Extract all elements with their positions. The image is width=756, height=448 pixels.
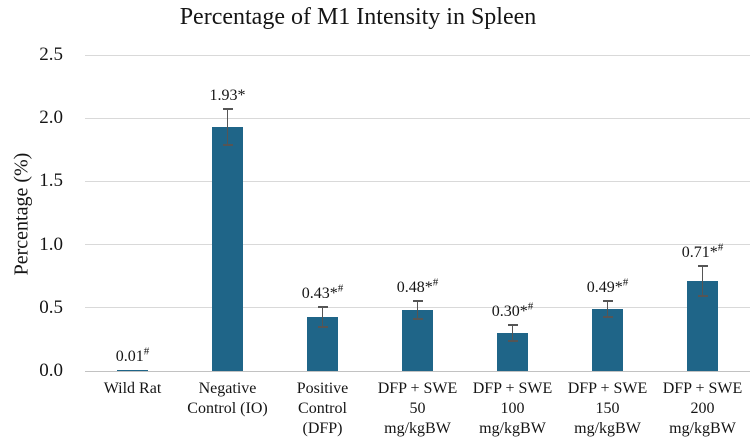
x-tick-label-line: mg/kgBW <box>384 420 451 437</box>
x-tick-label: DFP + SWE 150 mg/kgBW <box>560 379 656 439</box>
x-tick-label-line: DFP + SWE <box>662 380 743 397</box>
sig-marker-hash: # <box>337 282 344 295</box>
y-tick-label: 0.5 <box>39 296 63 318</box>
error-bar-line <box>606 300 609 318</box>
bar-value-label: 0.30*# <box>491 301 534 321</box>
error-bar-line <box>511 325 514 341</box>
bar-value-label: 0.43*# <box>301 282 344 302</box>
sig-marker-hash: # <box>622 276 629 289</box>
error-bar-cap-bottom <box>697 295 708 298</box>
x-tick-label: Positive Control (DFP) <box>275 379 371 439</box>
error-bar-line <box>701 266 704 297</box>
bar-value-label: 1.93* <box>209 87 246 105</box>
y-tick-label: 2.0 <box>39 107 63 129</box>
x-tick-label-line: mg/kgBW <box>574 420 641 437</box>
bar-value-label: 0.48*# <box>396 277 439 297</box>
x-tick-label-line: Negative <box>198 380 257 397</box>
error-bar-cap-top <box>222 108 233 111</box>
error-bar-cap-top <box>697 265 708 268</box>
bar-value-label: 0.01# <box>115 345 150 365</box>
x-tick-label-line: 100 <box>500 400 525 417</box>
error-bar-cap-top <box>317 305 328 308</box>
x-tick-label-line: Control <box>298 400 347 417</box>
bar <box>212 127 243 371</box>
error-bar-cap-bottom <box>507 339 518 342</box>
x-tick-label: DFP + SWE 200 mg/kgBW <box>655 379 751 439</box>
x-tick-label: DFP + SWE 50 mg/kgBW <box>370 379 466 439</box>
bar <box>402 310 433 371</box>
y-tick-label: 1.5 <box>39 170 63 192</box>
x-tick-label-line: 50 <box>409 400 426 417</box>
x-axis-line <box>85 370 750 372</box>
error-bar-cap-top <box>507 324 518 327</box>
error-bar-cap-bottom <box>602 316 613 319</box>
gridline <box>85 180 750 182</box>
y-tick-label: 2.5 <box>39 44 63 65</box>
bar <box>592 309 623 371</box>
error-bar-cap-top <box>412 300 423 303</box>
error-bar-line <box>226 109 229 145</box>
sig-marker-hash: # <box>143 345 150 358</box>
y-tick-label: 1.0 <box>39 233 63 255</box>
sig-marker-hash: # <box>432 277 439 290</box>
sig-marker-hash: # <box>717 241 724 254</box>
error-bar-line <box>321 306 324 327</box>
x-tick-label: Negative Control (IO) <box>180 379 276 419</box>
x-tick-label-line: 200 <box>690 400 715 417</box>
error-bar-cap-top <box>602 299 613 302</box>
gridline <box>85 117 750 119</box>
x-tick-label-line: DFP + SWE <box>567 380 648 397</box>
error-bar-cap-bottom <box>317 325 328 328</box>
x-tick-label: DFP + SWE 100 mg/kgBW <box>465 379 561 439</box>
bar <box>117 369 148 371</box>
bar-value-label: 0.49*# <box>586 276 629 296</box>
gridline <box>85 54 750 56</box>
chart-title: Percentage of M1 Intensity in Spleen <box>179 4 537 30</box>
x-tick-label-line: Control (IO) <box>187 400 268 417</box>
sig-marker-hash: # <box>527 301 534 314</box>
x-tick-label-line: mg/kgBW <box>479 420 546 437</box>
error-bar-cap-bottom <box>412 318 423 321</box>
bar-value-label: 0.71*# <box>681 241 724 262</box>
y-tick-label: 0.0 <box>39 360 63 381</box>
x-tick-label-line: mg/kgBW <box>669 420 736 437</box>
x-tick-label-line: DFP + SWE <box>472 380 553 397</box>
x-tick-label-line: 150 <box>595 400 620 417</box>
x-tick-label-line: (DFP) <box>302 420 343 437</box>
gridline <box>85 244 750 246</box>
x-tick-label-line: Positive <box>296 380 349 397</box>
error-bar-cap-bottom <box>222 143 233 146</box>
error-bar-line <box>416 301 419 320</box>
x-tick-label-line: Wild Rat <box>103 380 162 397</box>
x-tick-label-line: DFP + SWE <box>377 380 458 397</box>
x-tick-label: Wild Rat <box>85 379 181 399</box>
